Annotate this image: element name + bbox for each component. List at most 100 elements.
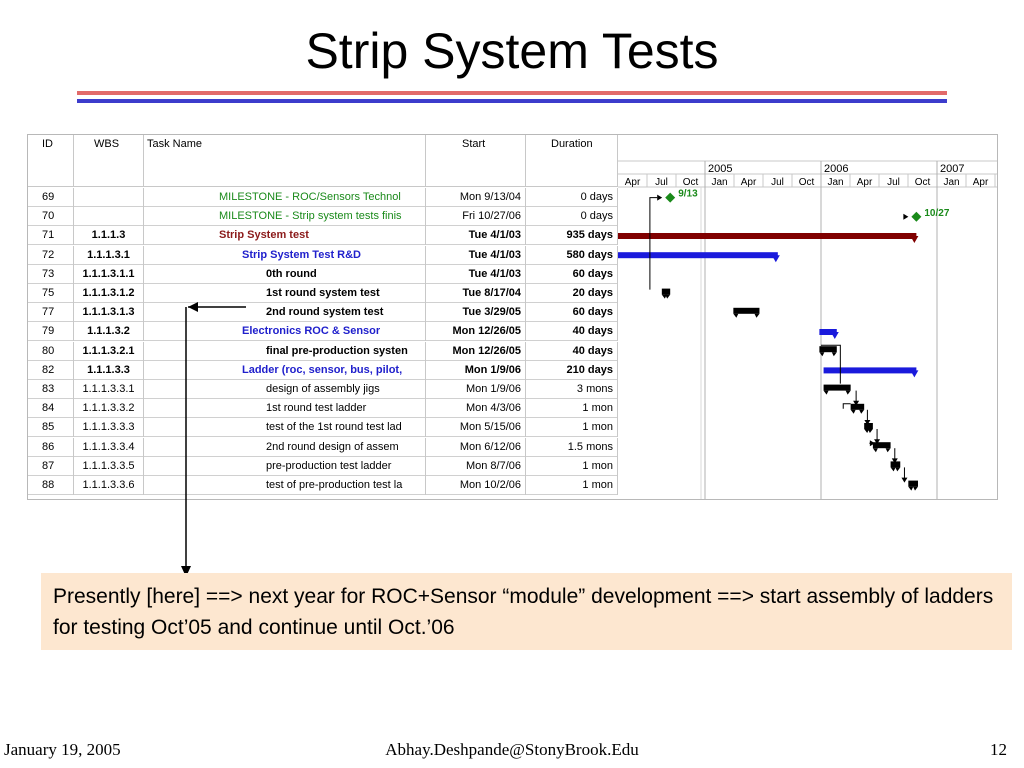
- cell-id: 70: [28, 207, 74, 227]
- month-label: Apr: [973, 177, 989, 188]
- cell-task-name: test of the 1st round test lad: [144, 418, 426, 438]
- cell-duration: 40 days: [526, 341, 618, 361]
- task-bar-2nd-design-cap-l: [872, 448, 878, 453]
- table-row[interactable]: 82 1.1.1.3.3 Ladder (roc, sensor, bus, pil…: [28, 360, 618, 380]
- table-row[interactable]: 84 1.1.1.3.3.2 1st round test ladder Mon 4/…: [28, 399, 618, 419]
- table-row[interactable]: 73 1.1.1.3.1.1 0th round Tue 4/1/03 60 days: [28, 264, 618, 284]
- cell-wbs: 1.1.1.3.3.5: [74, 456, 144, 476]
- table-row[interactable]: 80 1.1.1.3.2.1 final pre-production systen…: [28, 341, 618, 361]
- cell-duration: 1 mon: [526, 456, 618, 476]
- cell-duration: 3 mons: [526, 380, 618, 399]
- summary-bar-ladder-end: [910, 370, 919, 378]
- cell-duration: 1.5 mons: [526, 437, 618, 457]
- footer-email: Abhay.Deshpande@StonyBrook.Edu: [385, 740, 639, 759]
- task-bar-1st-test-ladder-cap-l: [850, 409, 856, 414]
- summary-bar-rnd-end: [771, 255, 780, 263]
- cell-id: 87: [28, 456, 74, 476]
- year-label: 2007: [940, 163, 964, 175]
- cell-start: Tue 3/29/05: [426, 303, 526, 323]
- cell-start: Mon 1/9/06: [426, 380, 526, 399]
- cell-id: 88: [28, 476, 74, 495]
- cell-duration: 0 days: [526, 188, 618, 207]
- table-row[interactable]: 83 1.1.1.3.3.1 design of assembly jigs Mon …: [28, 380, 618, 399]
- cell-id: 85: [28, 418, 74, 438]
- table-row[interactable]: 75 1.1.1.3.1.2 1st round system test Tue 8/…: [28, 284, 618, 303]
- cell-task-name: Electronics ROC & Sensor: [144, 322, 426, 342]
- cell-wbs: 1.1.1.3.3.1: [74, 380, 144, 399]
- cell-task-name: Strip System test: [144, 226, 426, 246]
- cell-start: Mon 9/13/04: [426, 188, 526, 207]
- table-row[interactable]: 86 1.1.1.3.3.4 2nd round design of assem Mo…: [28, 437, 618, 457]
- cell-id: 82: [28, 360, 74, 380]
- cell-start: Mon 10/2/06: [426, 476, 526, 495]
- cell-id: 75: [28, 284, 74, 303]
- cell-task-name: test of pre-production test la: [144, 476, 426, 495]
- gantt-bars: Apr Jul Oct Jan Apr Jul Oct Jan Apr Jul Oct Jan Apr 2…: [618, 160, 997, 499]
- cell-wbs: 1.1.1.3.1.3: [74, 303, 144, 323]
- table-row[interactable]: 79 1.1.1.3.2 Electronics ROC & Sensor Mon 1…: [28, 322, 618, 342]
- cell-duration: 580 days: [526, 245, 618, 265]
- summary-bar-electronics-end: [830, 332, 839, 339]
- footer-page-number: 12: [990, 740, 1007, 759]
- table-row[interactable]: 77 1.1.1.3.1.3 2nd round system test Tue 3/…: [28, 303, 618, 323]
- table-row[interactable]: 71 1.1.1.3 Strip System test Tue 4/1/03 935 …: [28, 226, 618, 246]
- cell-wbs: 1.1.1.3: [74, 226, 144, 246]
- footer-date: January 19, 2005: [4, 740, 121, 759]
- task-bar-preproduction-ladder: [890, 461, 901, 468]
- cell-id: 73: [28, 264, 74, 284]
- task-bar-design-jigs: [823, 384, 851, 391]
- cell-id: 71: [28, 226, 74, 246]
- table-row[interactable]: 88 1.1.1.3.3.6 test of pre-production test…: [28, 476, 618, 495]
- cell-start: Tue 4/1/03: [426, 245, 526, 265]
- cell-wbs: 1.1.1.3.1.2: [74, 284, 144, 303]
- month-label: Jul: [655, 177, 668, 188]
- cell-id: 79: [28, 322, 74, 342]
- cell-id: 72: [28, 245, 74, 265]
- cell-start: Mon 4/3/06: [426, 399, 526, 419]
- cell-duration: 60 days: [526, 303, 618, 323]
- task-bar-1st-test-ladder-cap-r: [859, 409, 865, 414]
- cell-task-name: 1st round test ladder: [144, 399, 426, 419]
- dependency-line: [821, 344, 841, 384]
- milestone-link-arrow: [903, 213, 909, 220]
- task-bar-2nd-round: [733, 307, 760, 314]
- month-label: Jul: [771, 177, 784, 188]
- summary-bar-electronics: [819, 329, 837, 335]
- cell-wbs: 1.1.1.3.3.6: [74, 476, 144, 495]
- cell-wbs: 1.1.1.3.3.4: [74, 437, 144, 457]
- task-bar-final-preproduction-cap-l: [819, 352, 825, 357]
- table-row[interactable]: 69 MILESTONE - ROC/Sensors Technol Mon 9/1…: [28, 188, 618, 207]
- table-row[interactable]: 72 1.1.1.3.1 Strip System Test R&D Tue 4/1/…: [28, 245, 618, 265]
- cell-start: Mon 12/26/05: [426, 322, 526, 342]
- task-bar-test-1st-ladder-cap-r: [867, 429, 873, 433]
- table-row[interactable]: 85 1.1.1.3.3.3 test of the 1st round test …: [28, 418, 618, 438]
- dependency-line: [649, 197, 658, 290]
- cell-wbs: 1.1.1.3.2.1: [74, 341, 144, 361]
- task-bar-test-1st-ladder: [864, 423, 873, 429]
- cell-start: Fri 10/27/06: [426, 207, 526, 227]
- task-bar-preproduction-ladder-cap-l: [890, 467, 896, 472]
- header-task-name: Task Name: [144, 135, 426, 187]
- title-rule-blue: [77, 99, 947, 103]
- task-bar-2nd-design-cap-r: [885, 448, 891, 453]
- task-bar-final-preproduction: [819, 346, 837, 353]
- title-rule-red: [77, 91, 947, 95]
- task-bar-2nd-round-cap-l: [733, 313, 739, 318]
- task-bar-preproduction-ladder-cap-r: [895, 467, 901, 472]
- table-row[interactable]: 70 MILESTONE - Strip system tests finis Fr…: [28, 207, 618, 227]
- dependency-arrow: [901, 477, 908, 483]
- milestone-link-arrow: [657, 194, 663, 201]
- cell-duration: 40 days: [526, 322, 618, 342]
- cell-id: 83: [28, 380, 74, 399]
- cell-start: Tue 4/1/03: [426, 226, 526, 246]
- cell-start: Mon 1/9/06: [426, 360, 526, 380]
- summary-bar-rnd: [618, 252, 778, 259]
- cell-id: 86: [28, 437, 74, 457]
- summary-bar-strip-system-test: [618, 233, 917, 239]
- table-row[interactable]: 87 1.1.1.3.3.5 pre-production test ladder M…: [28, 456, 618, 476]
- task-bar-test-preproduction-cap-r: [912, 486, 918, 491]
- cell-wbs: 1.1.1.3.3.3: [74, 418, 144, 438]
- header-id: ID: [28, 135, 74, 187]
- cell-start: Mon 12/26/05: [426, 341, 526, 361]
- month-label: Oct: [683, 177, 699, 188]
